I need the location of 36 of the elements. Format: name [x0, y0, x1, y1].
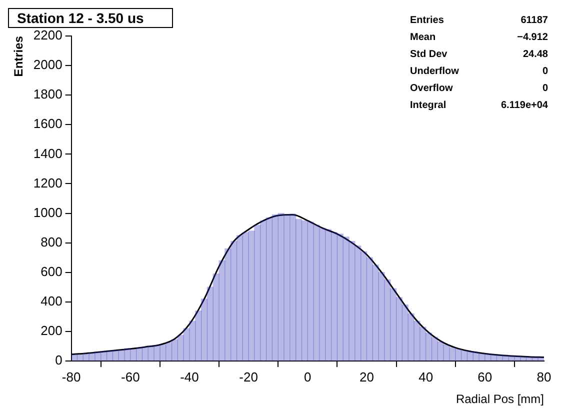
annotation: Std Dev: [410, 48, 448, 62]
x-tick-label: -80: [62, 369, 81, 384]
annotation: Integral: [410, 99, 446, 113]
y-tick-label: 200: [40, 323, 62, 338]
x-tick-label: 40: [418, 369, 434, 384]
annotation: 6.119e+04: [501, 99, 548, 113]
y-tick-label: 0: [55, 352, 62, 368]
y-tick-label: 2200: [33, 28, 62, 43]
annotation: Overflow: [410, 82, 453, 96]
chart-title: Station 12 - 3.50 us: [8, 8, 173, 28]
annotation: 0: [542, 82, 548, 96]
y-tick-label: 1600: [33, 116, 62, 132]
x-tick-label: 80: [536, 369, 552, 384]
x-tick-label: -60: [121, 369, 140, 384]
x-tick-label: -20: [239, 369, 258, 384]
annotation: 24.48: [522, 48, 548, 62]
y-tick-label: 1400: [33, 146, 62, 161]
x-tick-label: 60: [478, 369, 492, 384]
x-tick-label: 0: [304, 369, 312, 384]
annotation: Mean: [410, 31, 436, 45]
x-tick-label: 20: [360, 369, 374, 384]
x-axis-title: Radial Pos [mm]: [456, 392, 544, 406]
annotation: 0: [542, 65, 548, 79]
y-tick-label: 1800: [33, 86, 62, 102]
text: Entries: [410, 14, 444, 28]
y-tick-label: 600: [40, 264, 62, 279]
annotation: Underflow: [410, 65, 459, 79]
y-axis-title: Entries: [12, 36, 26, 77]
y-tick-label: 400: [40, 293, 62, 308]
text: 61187: [520, 14, 548, 28]
x-tick-label: -40: [180, 369, 199, 384]
y-tick-label: 1000: [33, 204, 62, 220]
y-tick-label: 1200: [33, 175, 62, 190]
annotation: −4.912: [517, 31, 548, 45]
y-tick-label: 800: [40, 234, 62, 250]
y-tick-label: 2000: [33, 57, 62, 72]
